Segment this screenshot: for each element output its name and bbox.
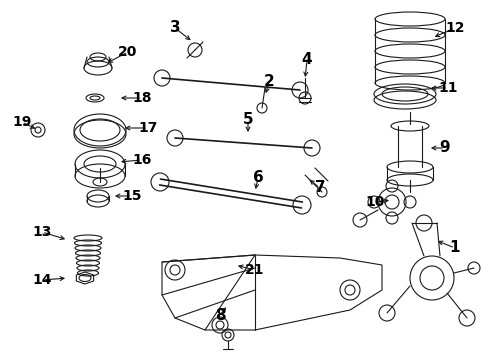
Text: 10: 10 <box>366 195 385 209</box>
Text: 20: 20 <box>118 45 138 59</box>
Text: 21: 21 <box>245 263 265 277</box>
Text: 4: 4 <box>302 53 312 68</box>
Text: 15: 15 <box>122 189 142 203</box>
Text: 5: 5 <box>243 112 253 127</box>
Text: 14: 14 <box>32 273 52 287</box>
Text: 17: 17 <box>138 121 158 135</box>
Text: 6: 6 <box>253 171 264 185</box>
Text: 13: 13 <box>32 225 51 239</box>
Text: 2: 2 <box>264 75 274 90</box>
Text: 12: 12 <box>445 21 465 35</box>
Text: 19: 19 <box>12 115 32 129</box>
Text: 9: 9 <box>440 140 450 156</box>
Text: 3: 3 <box>170 21 180 36</box>
Text: 7: 7 <box>315 180 325 195</box>
Text: 1: 1 <box>450 240 460 256</box>
Text: 8: 8 <box>215 307 225 323</box>
Text: 18: 18 <box>132 91 152 105</box>
Text: 11: 11 <box>438 81 458 95</box>
Text: 16: 16 <box>132 153 152 167</box>
